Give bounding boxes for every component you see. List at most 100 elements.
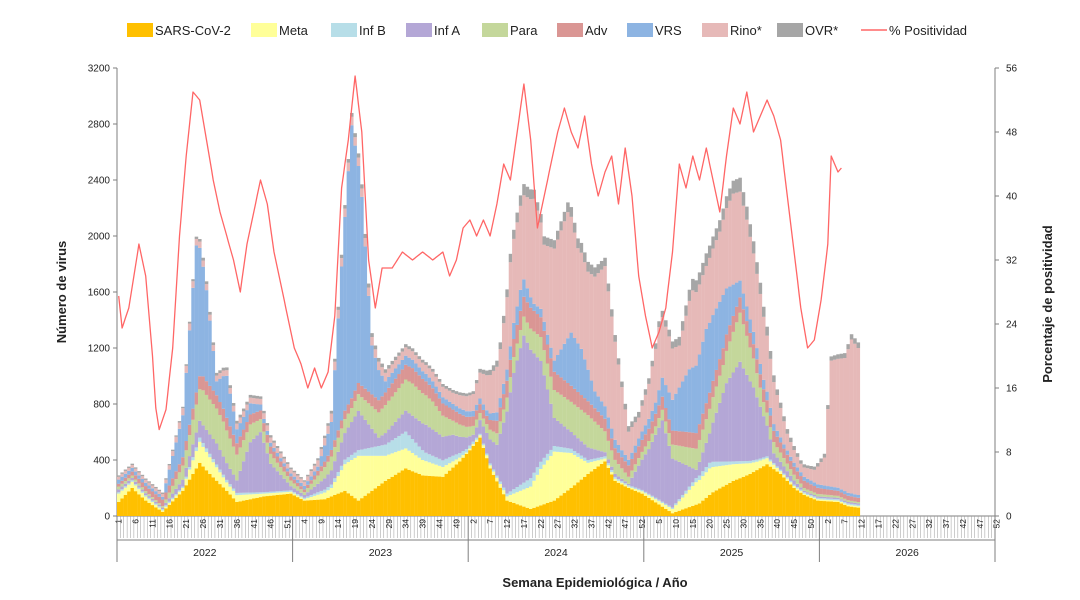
bar-segment <box>741 476 746 516</box>
bar-segment <box>785 471 790 478</box>
year-label: 2026 <box>896 547 920 559</box>
bar-segment <box>542 464 547 505</box>
bar-segment <box>285 464 290 469</box>
bar-segment <box>417 474 422 516</box>
bar-segment <box>505 297 509 370</box>
bar-segment <box>778 474 783 516</box>
bar-segment <box>525 197 530 289</box>
bar-segment <box>387 429 391 443</box>
bar-segment <box>177 484 182 491</box>
bar-segment <box>843 504 847 516</box>
bar-segment <box>461 392 465 396</box>
bar-segment <box>528 349 533 479</box>
bar-segment <box>620 481 624 483</box>
bar-segment <box>802 495 807 516</box>
bar-segment <box>339 266 344 421</box>
bar-segment <box>687 447 692 467</box>
bar-segment <box>545 237 550 247</box>
bar-segment <box>586 474 590 516</box>
bar-segment <box>532 198 536 304</box>
bar-segment <box>549 455 553 502</box>
bar-segment <box>593 276 597 392</box>
bar-segment <box>356 450 361 456</box>
bar-segment <box>306 500 310 516</box>
bar-segment <box>204 281 209 285</box>
year-label: 2022 <box>193 547 217 559</box>
bar-segment <box>505 411 509 494</box>
bar-segment <box>289 480 293 487</box>
bar-segment <box>393 474 398 516</box>
bar-segment <box>532 472 536 481</box>
bar-segment <box>437 465 442 477</box>
bar-segment <box>694 478 698 483</box>
bar-segment <box>697 354 702 425</box>
bar-segment <box>653 402 658 414</box>
bar-segment <box>431 476 435 516</box>
bar-segment <box>441 467 445 477</box>
bar-segment <box>248 403 253 415</box>
bar-segment <box>731 372 736 462</box>
bar-segment <box>434 406 438 432</box>
bar-segment <box>684 305 688 316</box>
bar-segment <box>458 453 462 458</box>
bar-segment <box>279 453 283 459</box>
bar-segment <box>562 380 567 398</box>
bar-segment <box>461 457 465 516</box>
bar-segment <box>171 497 175 500</box>
bar-segment <box>292 488 297 493</box>
bar-segment <box>326 474 330 488</box>
bar-segment <box>795 471 800 480</box>
bar-stack-group <box>117 112 861 517</box>
bar-segment <box>832 490 837 496</box>
bar-segment <box>849 334 854 340</box>
bar-segment <box>535 306 540 315</box>
bar-segment <box>816 484 820 488</box>
bar-segment <box>447 401 452 408</box>
bar-segment <box>454 393 459 407</box>
bar-segment <box>201 466 205 516</box>
bar-segment <box>822 485 827 489</box>
bar-segment <box>245 410 249 423</box>
bar-segment <box>718 488 722 516</box>
bar-segment <box>789 437 793 443</box>
bar-segment <box>539 214 543 223</box>
bar-segment <box>640 489 644 492</box>
bar-segment <box>616 364 621 445</box>
bar-segment <box>380 455 384 484</box>
x-tick-label: 31 <box>215 519 225 529</box>
bar-segment <box>221 376 226 409</box>
bar-segment <box>599 428 604 452</box>
bar-segment <box>275 491 280 493</box>
bar-segment <box>643 425 648 435</box>
bar-segment <box>576 391 580 408</box>
bar-segment <box>515 222 520 307</box>
bar-segment <box>211 345 216 351</box>
bar-segment <box>623 454 628 462</box>
bar-segment <box>120 498 124 516</box>
bar-segment <box>444 458 449 466</box>
bar-segment <box>495 475 499 478</box>
bar-segment <box>832 501 837 516</box>
bar-segment <box>471 444 476 446</box>
bar-segment <box>734 479 739 516</box>
bar-segment <box>667 419 671 434</box>
bar-segment <box>404 410 408 432</box>
bar-segment <box>343 490 347 516</box>
bar-segment <box>768 439 773 460</box>
bar-segment <box>120 490 124 499</box>
bar-segment <box>535 202 540 211</box>
bar-segment <box>404 355 408 365</box>
bar-segment <box>383 481 388 516</box>
bar-segment <box>724 465 729 485</box>
bar-segment <box>468 395 472 412</box>
bar-segment <box>626 465 631 477</box>
bar-segment <box>819 462 823 485</box>
bar-segment <box>822 496 827 499</box>
bar-segment <box>687 466 692 487</box>
bar-segment <box>447 387 452 391</box>
bar-segment <box>819 498 823 500</box>
bar-segment <box>755 373 759 398</box>
bar-segment <box>626 476 631 484</box>
bar-segment <box>569 432 574 449</box>
bar-segment <box>542 457 547 465</box>
